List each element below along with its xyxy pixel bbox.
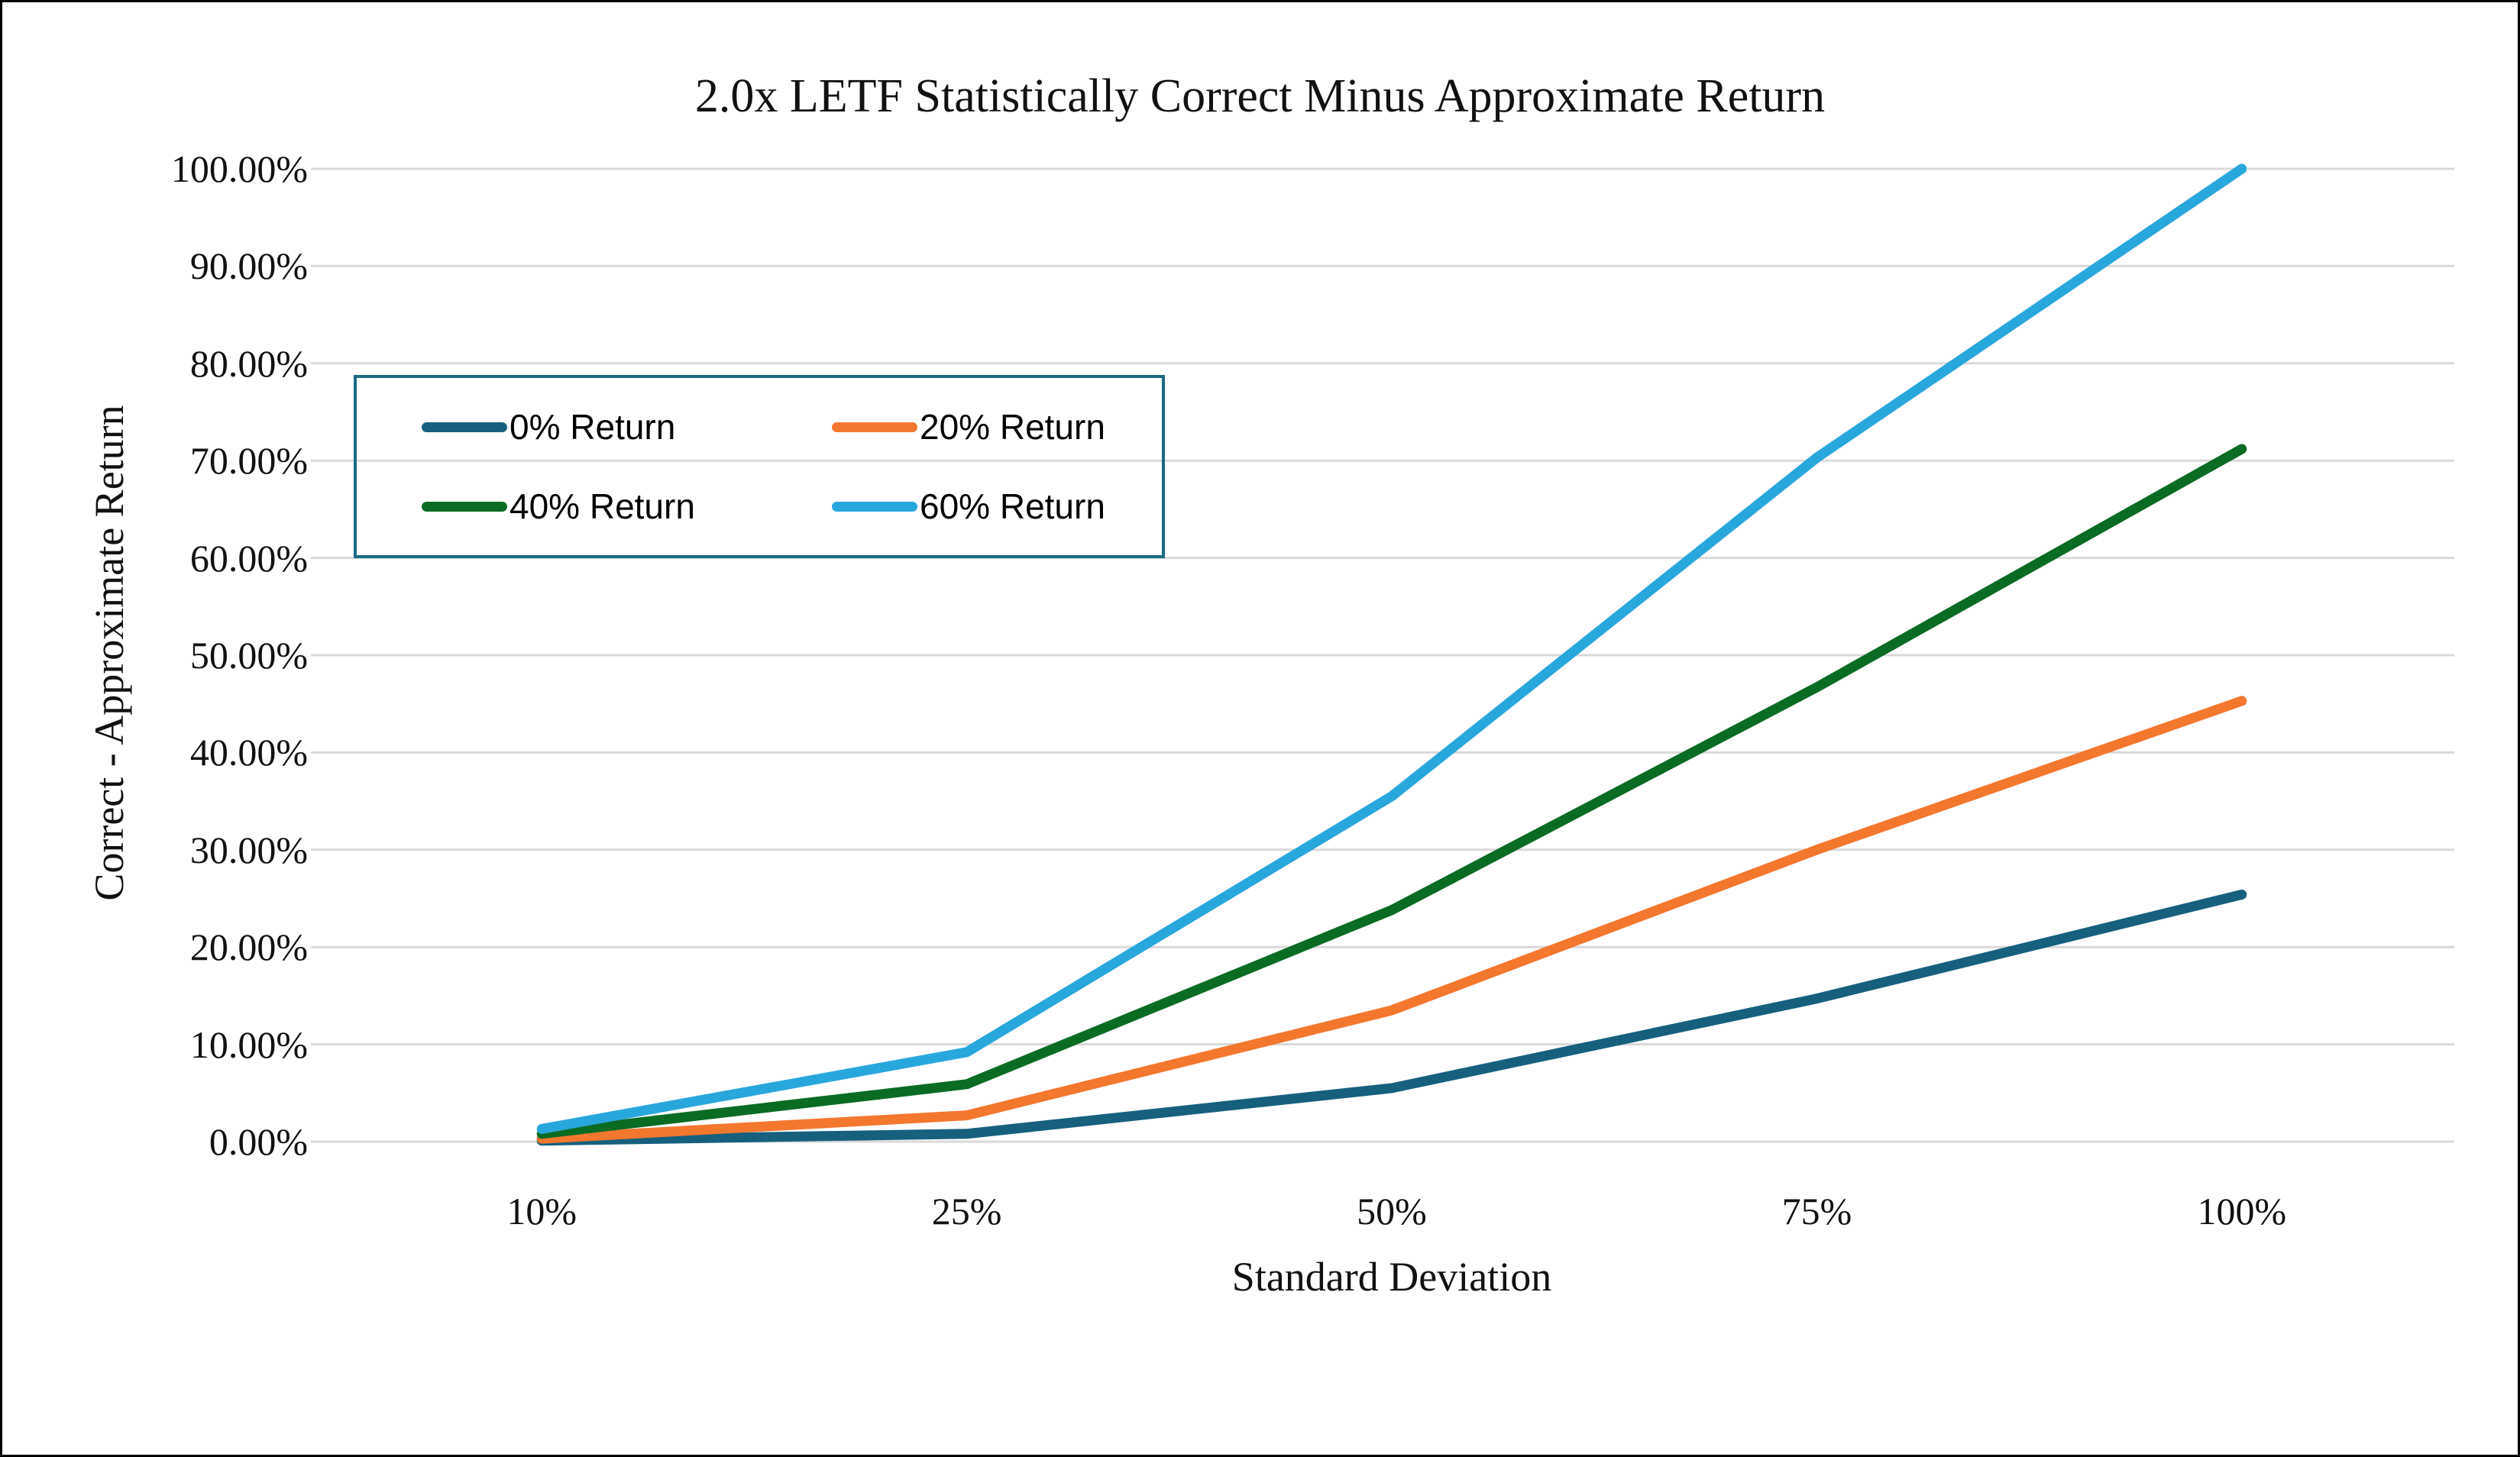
x-axis-tick-label: 25% xyxy=(931,1190,1002,1232)
x-axis-title: Standard Deviation xyxy=(1231,1254,1552,1300)
series-line-20%-return xyxy=(536,696,2247,1144)
legend-swatch xyxy=(832,422,917,432)
legend-item-label: 60% Return xyxy=(920,486,1105,526)
legend-box: 0% Return 20% Return 40% Return 60% Return xyxy=(354,375,1165,558)
x-axis-tick-label: 10% xyxy=(506,1190,577,1232)
y-axis-tick-label: 90.00% xyxy=(189,244,308,288)
y-axis-tick-label: 10.00% xyxy=(189,1022,308,1066)
y-axis-tick-label: 70.00% xyxy=(189,439,308,483)
series-line-40%-return xyxy=(536,444,2247,1139)
legend-item-label: 0% Return xyxy=(509,407,676,447)
x-axis-tick-label: 75% xyxy=(1781,1190,1852,1232)
y-axis-tick-label: 80.00% xyxy=(189,341,308,385)
y-axis-title: Correct - Approximate Return xyxy=(86,405,132,901)
x-axis-tick-label: 100% xyxy=(2197,1190,2287,1232)
legend-item: 60% Return xyxy=(832,467,1162,546)
legend-swatch xyxy=(422,501,507,512)
series-line-0%-return xyxy=(536,889,2247,1146)
y-axis-tick-label: 50.00% xyxy=(189,634,308,677)
y-axis-tick-label: 40.00% xyxy=(189,731,308,774)
y-axis-tick-label: 30.00% xyxy=(189,828,308,871)
legend-swatch xyxy=(832,501,917,512)
legend-item-label: 40% Return xyxy=(509,486,695,526)
legend-item: 40% Return xyxy=(422,467,832,546)
legend-item: 0% Return xyxy=(422,387,832,467)
y-axis-tick-labels: 0.00% 10.00% 20.00% 30.00% 40.00% 50.00% 60.00… xyxy=(2,2,308,1455)
legend-item: 20% Return xyxy=(832,387,1162,467)
y-axis-tick-label: 20.00% xyxy=(189,926,308,969)
series-line-60%-return xyxy=(536,163,2247,1134)
x-axis-tick-label: 50% xyxy=(1357,1190,1427,1232)
y-axis-tick-label: 0.00% xyxy=(209,1120,308,1163)
legend-swatch xyxy=(422,422,507,432)
chart-title: 2.0x LETF Statistically Correct Minus Ap… xyxy=(694,70,1826,122)
y-axis-tick-label: 60.00% xyxy=(189,536,308,580)
legend-item-label: 20% Return xyxy=(920,407,1105,447)
y-axis-tick-label: 100.00% xyxy=(170,147,308,190)
